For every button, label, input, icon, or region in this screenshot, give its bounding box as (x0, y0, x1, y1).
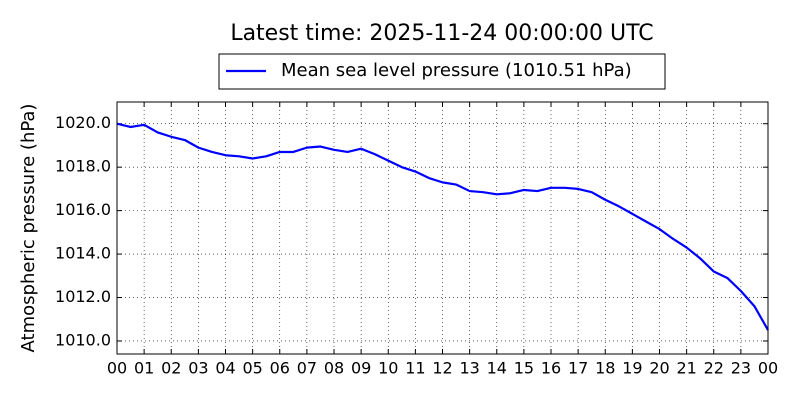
y-tick-label: 1020.0 (55, 113, 111, 132)
x-tick-label: 23 (731, 359, 751, 378)
x-tick-label: 17 (568, 359, 588, 378)
x-tick-label: 10 (378, 359, 398, 378)
chart-title: Latest time: 2025-11-24 00:00:00 UTC (230, 21, 653, 46)
x-tick-label: 04 (215, 359, 235, 378)
x-tick-label: 13 (459, 359, 479, 378)
x-tick-label: 07 (297, 359, 317, 378)
x-tick-label: 08 (324, 359, 344, 378)
x-tick-label: 05 (242, 359, 262, 378)
y-tick-label: 1012.0 (55, 287, 111, 306)
x-tick-label: 12 (432, 359, 452, 378)
x-tick-label: 09 (351, 359, 371, 378)
y-tick-label: 1010.0 (55, 330, 111, 349)
x-tick-label: 22 (704, 359, 724, 378)
y-tick-label: 1016.0 (55, 200, 111, 219)
x-tick-label: 15 (514, 359, 534, 378)
x-tick-label: 20 (649, 359, 669, 378)
legend-frame (218, 53, 666, 90)
x-tick-label: 19 (622, 359, 642, 378)
data-line (116, 122, 769, 331)
plot-frame (116, 101, 769, 355)
x-tick-label: 11 (405, 359, 425, 378)
y-tick-label: 1018.0 (55, 157, 111, 176)
x-tick-label: 02 (161, 359, 181, 378)
x-tick-label: 18 (595, 359, 615, 378)
x-tick-label: 21 (676, 359, 696, 378)
x-tick-label: 14 (487, 359, 507, 378)
x-tick-label: 03 (188, 359, 208, 378)
y-tick-label: 1014.0 (55, 244, 111, 263)
x-tick-label: 00 (758, 359, 778, 378)
x-tick-label: 00 (107, 359, 127, 378)
x-tick-label: 06 (270, 359, 290, 378)
y-axis-label: Atmospheric pressure (hPa) (18, 104, 39, 353)
x-tick-label: 01 (134, 359, 154, 378)
legend: Mean sea level pressure (1010.51 hPa) (218, 53, 666, 90)
x-tick-label: 16 (541, 359, 561, 378)
legend-label: Mean sea level pressure (1010.51 hPa) (281, 60, 632, 81)
